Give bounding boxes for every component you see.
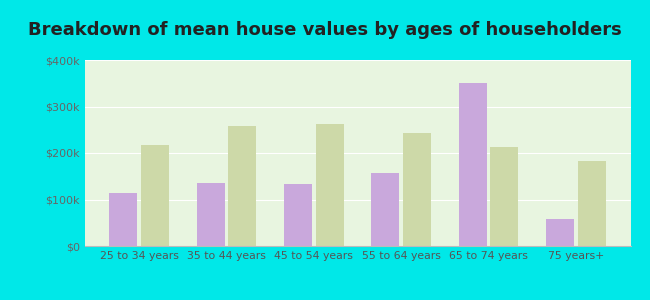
Bar [403, 134, 431, 246]
Bar [578, 161, 606, 246]
Bar [459, 83, 487, 246]
Bar [546, 219, 574, 246]
Bar [372, 172, 400, 246]
Bar [228, 126, 256, 246]
Bar [315, 124, 343, 246]
Bar [284, 184, 312, 246]
Bar [490, 147, 518, 246]
Bar [141, 145, 169, 246]
Text: Breakdown of mean house values by ages of householders: Breakdown of mean house values by ages o… [28, 21, 622, 39]
Bar [197, 183, 225, 246]
Bar [109, 193, 137, 246]
